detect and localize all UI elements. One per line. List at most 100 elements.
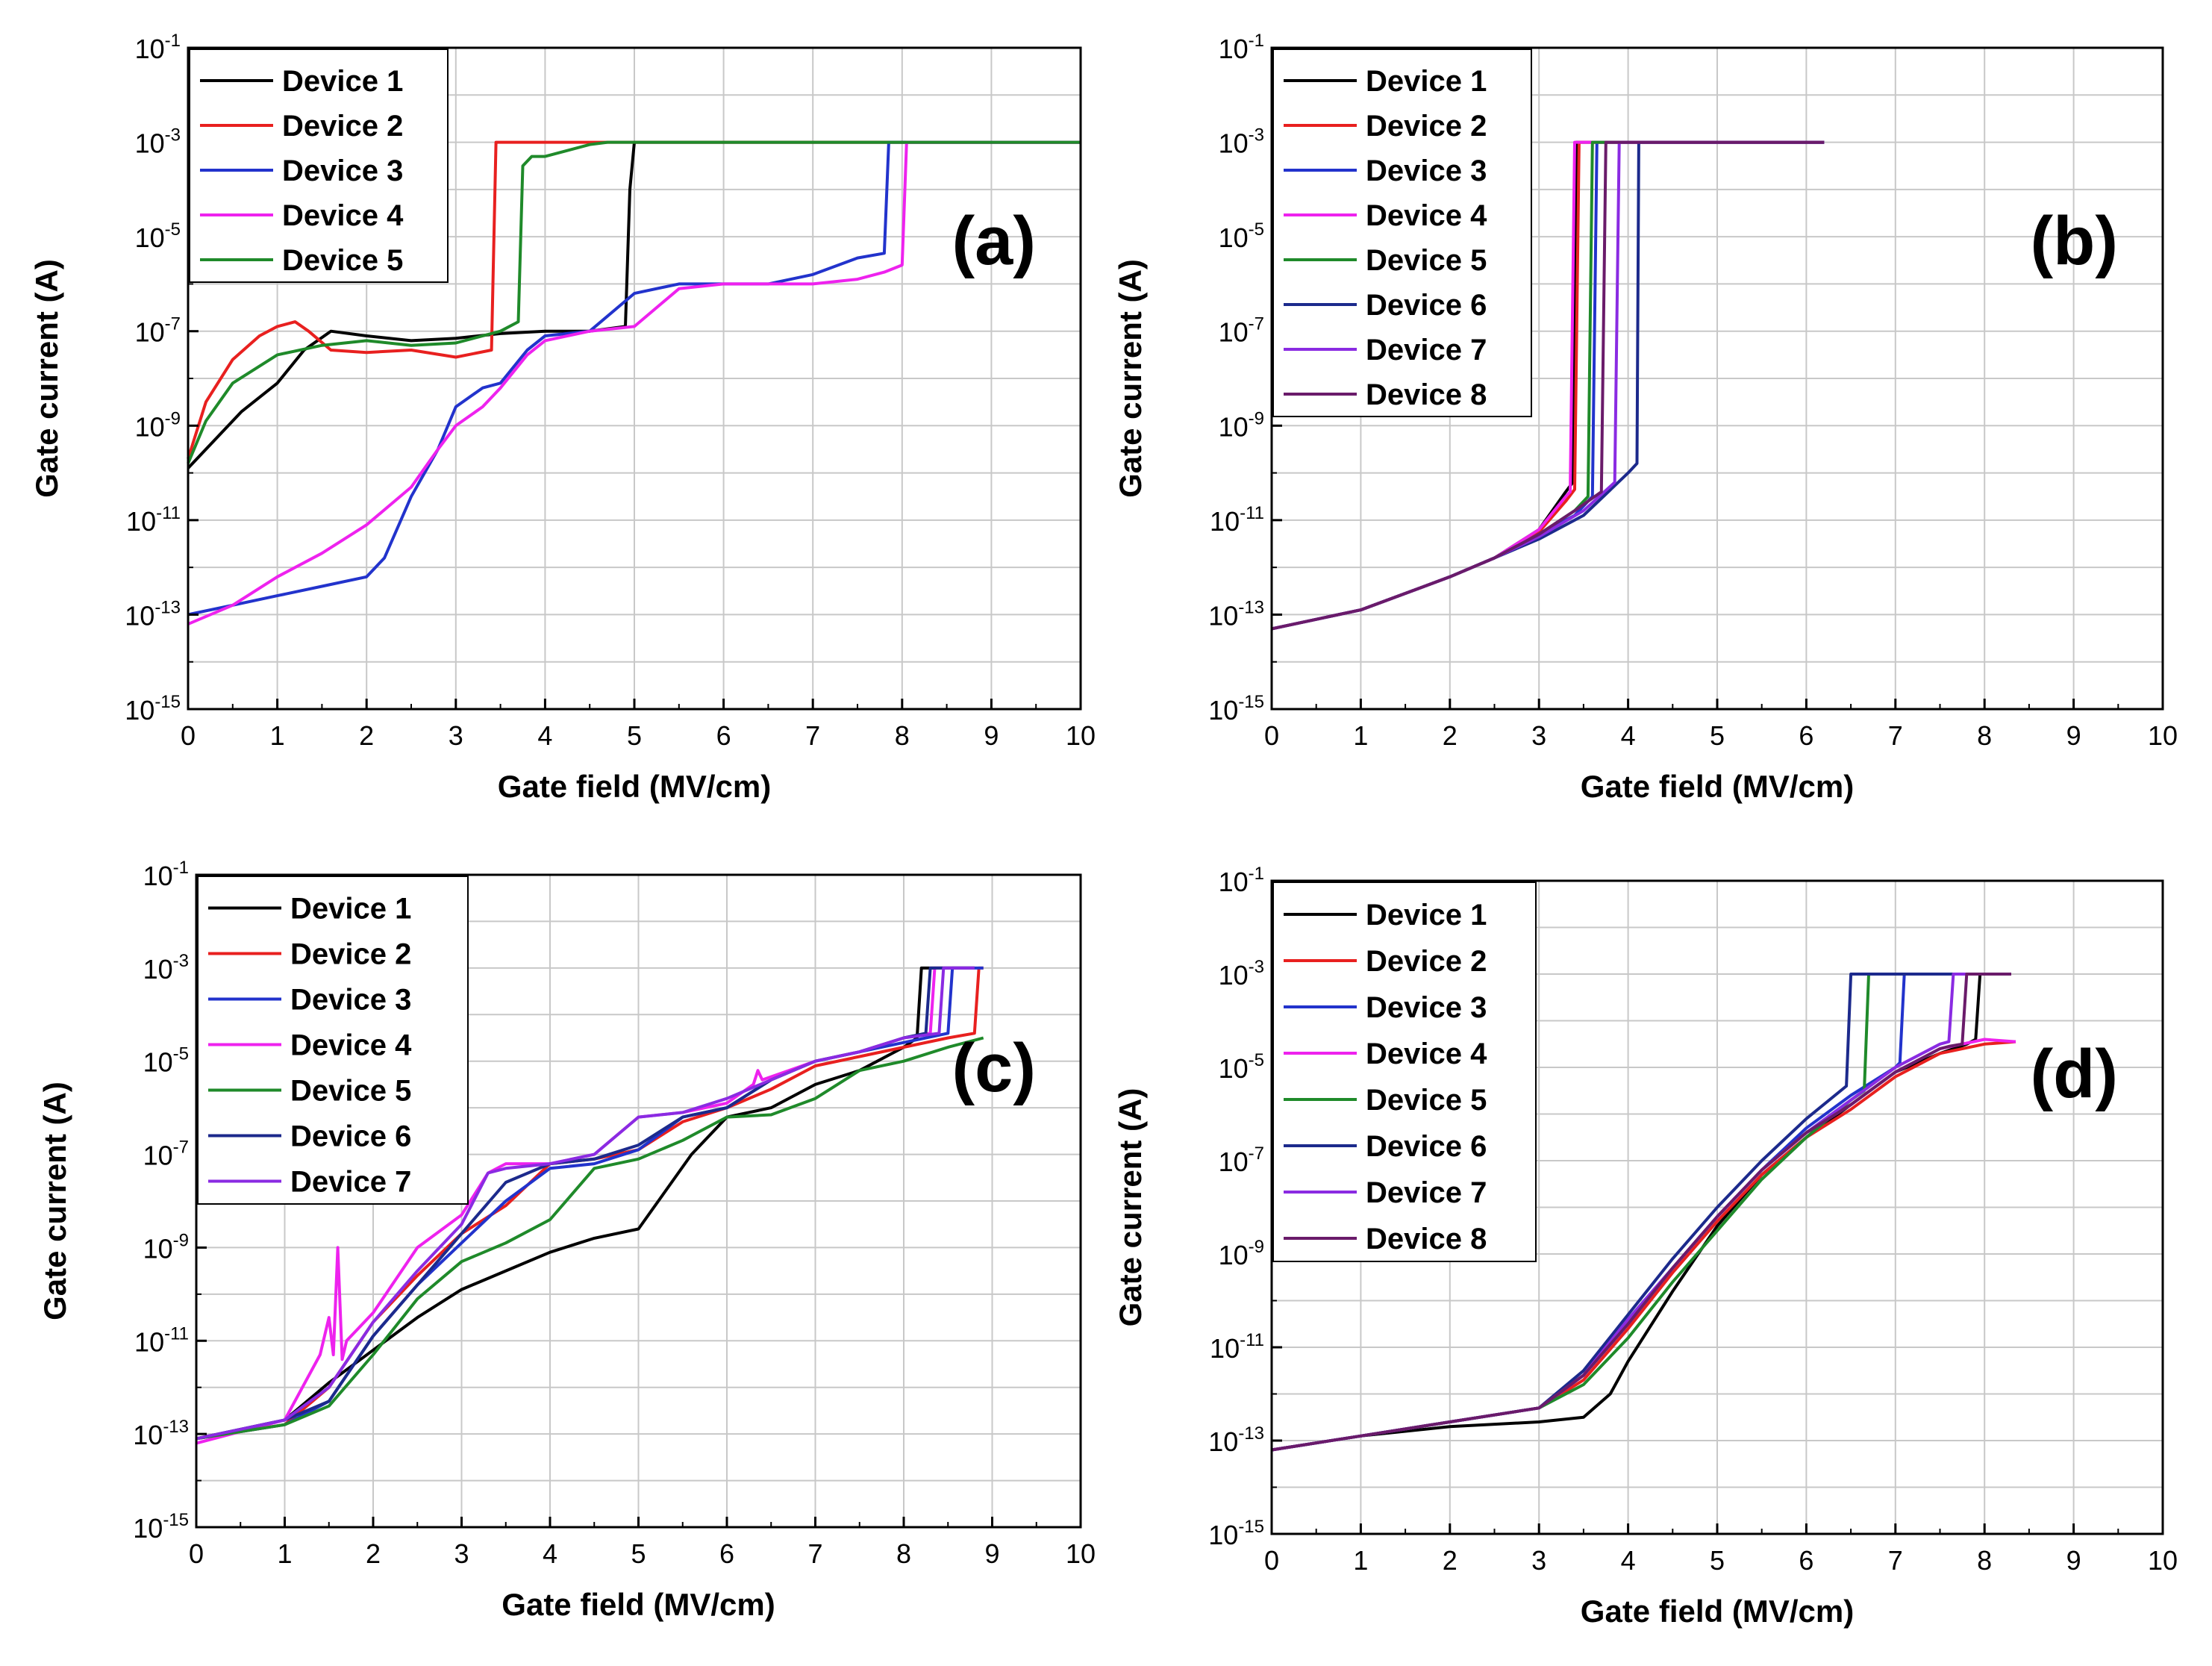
x-tick-label: 8 (1977, 1545, 1992, 1576)
y-tick-label: 10-9 (1219, 408, 1264, 442)
y-tick-base: 10 (1208, 1520, 1238, 1550)
chart-panel-b: 0 1 2 3 4 5 6 7 8 9 1010-110-310-510-710-910-1110-… (1113, 31, 2178, 804)
x-tick-label: 2 (1443, 720, 1458, 751)
x-axis-title: Gate field (MV/cm) (502, 1587, 775, 1622)
legend-label-device-2: Device 2 (290, 938, 411, 971)
x-axis-title: Gate field (MV/cm) (1581, 769, 1854, 804)
y-tick-base: 10 (134, 1326, 164, 1357)
y-tick-label: 10-15 (1208, 692, 1264, 726)
x-tick-label: 2 (359, 720, 374, 751)
x-tick-label: 8 (1977, 720, 1992, 751)
y-tick-exponent: -15 (1238, 1517, 1264, 1537)
x-tick-label: 9 (2066, 720, 2081, 751)
y-axis-title: Gate current (A) (37, 1082, 72, 1320)
x-tick-label: 0 (181, 720, 196, 751)
y-tick-exponent: -13 (1238, 597, 1264, 617)
y-tick-base: 10 (143, 954, 173, 985)
x-tick-label: 2 (366, 1538, 381, 1569)
y-tick-base: 10 (1219, 1240, 1249, 1270)
x-tick-label: 6 (1799, 1545, 1813, 1576)
legend-label-device-6: Device 6 (290, 1120, 411, 1153)
y-tick-base: 10 (1208, 1426, 1238, 1457)
series-line-device-1 (187, 140, 1081, 469)
y-tick-exponent: -9 (165, 408, 181, 428)
y-tick-label: 10-15 (1208, 1517, 1264, 1550)
y-tick-exponent: -5 (165, 219, 181, 240)
legend-label-device-2: Device 2 (1366, 110, 1487, 143)
series-line-device-4 (187, 140, 1081, 625)
y-tick-label: 10-13 (125, 597, 181, 631)
y-tick-base: 10 (135, 411, 165, 442)
y-tick-label: 10-1 (1219, 864, 1264, 897)
y-tick-base: 10 (1219, 960, 1249, 990)
y-tick-label: 10-7 (1219, 1144, 1264, 1177)
y-tick-exponent: -1 (1249, 864, 1264, 884)
y-tick-label: 10-11 (126, 503, 181, 537)
y-tick-base: 10 (1210, 506, 1240, 537)
legend: Device 1 Device 2 Device 3 Device 4 Device 5… (1272, 49, 1532, 417)
y-tick-label: 10-9 (143, 1230, 189, 1264)
x-tick-label: 8 (896, 1538, 911, 1569)
x-tick-label: 1 (270, 720, 285, 751)
x-tick-label: 3 (449, 720, 463, 751)
y-tick-label: 10-3 (135, 125, 181, 159)
y-tick-label: 10-3 (1219, 125, 1264, 159)
x-tick-label: 10 (1066, 1538, 1096, 1569)
y-tick-exponent: -5 (173, 1044, 189, 1064)
y-tick-base: 10 (1208, 600, 1238, 631)
x-axis-title: Gate field (MV/cm) (498, 769, 771, 804)
x-tick-label: 1 (1353, 1545, 1368, 1576)
series-group (1271, 973, 2016, 1452)
y-tick-base: 10 (143, 1047, 173, 1078)
panel-label: (c) (952, 1030, 1036, 1106)
x-tick-label: 3 (1531, 720, 1546, 751)
legend-label-device-7: Device 7 (1366, 334, 1487, 366)
y-tick-exponent: -3 (165, 125, 181, 146)
y-tick-base: 10 (1219, 867, 1249, 897)
legend-label-device-8: Device 8 (1366, 1223, 1487, 1255)
x-tick-label: 9 (984, 720, 999, 751)
legend-label-device-5: Device 5 (290, 1075, 411, 1108)
legend-label-device-2: Device 2 (1366, 945, 1487, 978)
legend-label-device-1: Device 1 (1366, 65, 1487, 98)
x-tick-label: 4 (537, 720, 552, 751)
y-tick-base: 10 (1208, 695, 1238, 726)
x-tick-label: 5 (1710, 720, 1725, 751)
x-axis-title: Gate field (MV/cm) (1581, 1594, 1854, 1629)
y-axis-title: Gate current (A) (1113, 1088, 1148, 1327)
y-tick-exponent: -1 (1249, 31, 1264, 51)
y-tick-exponent: -13 (163, 1417, 189, 1437)
y-axis-title: Gate current (A) (1113, 259, 1148, 498)
y-tick-exponent: -7 (1249, 1144, 1264, 1164)
y-tick-label: 10-3 (143, 951, 189, 985)
y-tick-label: 10-13 (1208, 1423, 1264, 1457)
y-tick-base: 10 (143, 1233, 173, 1264)
legend-box (1272, 882, 1537, 1262)
legend-label-device-1: Device 1 (1366, 899, 1487, 932)
y-tick-label: 10-11 (1210, 1330, 1264, 1364)
y-tick-label: 10-5 (135, 219, 181, 253)
y-tick-base: 10 (1219, 1053, 1249, 1084)
series-line-device-3 (187, 140, 1081, 617)
x-tick-label: 5 (1710, 1545, 1725, 1576)
series-line-device-5 (187, 140, 1081, 464)
y-tick-label: 10-9 (1219, 1237, 1264, 1270)
x-tick-label: 4 (1621, 1545, 1636, 1576)
legend: Device 1 Device 2 Device 3 Device 4 Device 5… (1272, 882, 1537, 1262)
legend-box (197, 876, 469, 1205)
x-tick-label: 6 (719, 1538, 734, 1569)
x-tick-label: 3 (454, 1538, 469, 1569)
y-tick-exponent: -5 (1249, 1050, 1264, 1070)
panel-label: (b) (2031, 203, 2118, 279)
x-tick-label: 0 (1264, 720, 1279, 751)
x-tick-label: 7 (1888, 720, 1903, 751)
series-line-device-7 (196, 966, 975, 1441)
x-tick-label: 3 (1531, 1545, 1546, 1576)
y-tick-label: 10-5 (1219, 1050, 1264, 1084)
y-tick-label: 10-7 (143, 1138, 189, 1171)
y-tick-exponent: -11 (1240, 503, 1264, 523)
y-axis-title: Gate current (A) (29, 259, 64, 498)
x-tick-label: 1 (1353, 720, 1368, 751)
y-tick-label: 10-1 (143, 858, 189, 891)
